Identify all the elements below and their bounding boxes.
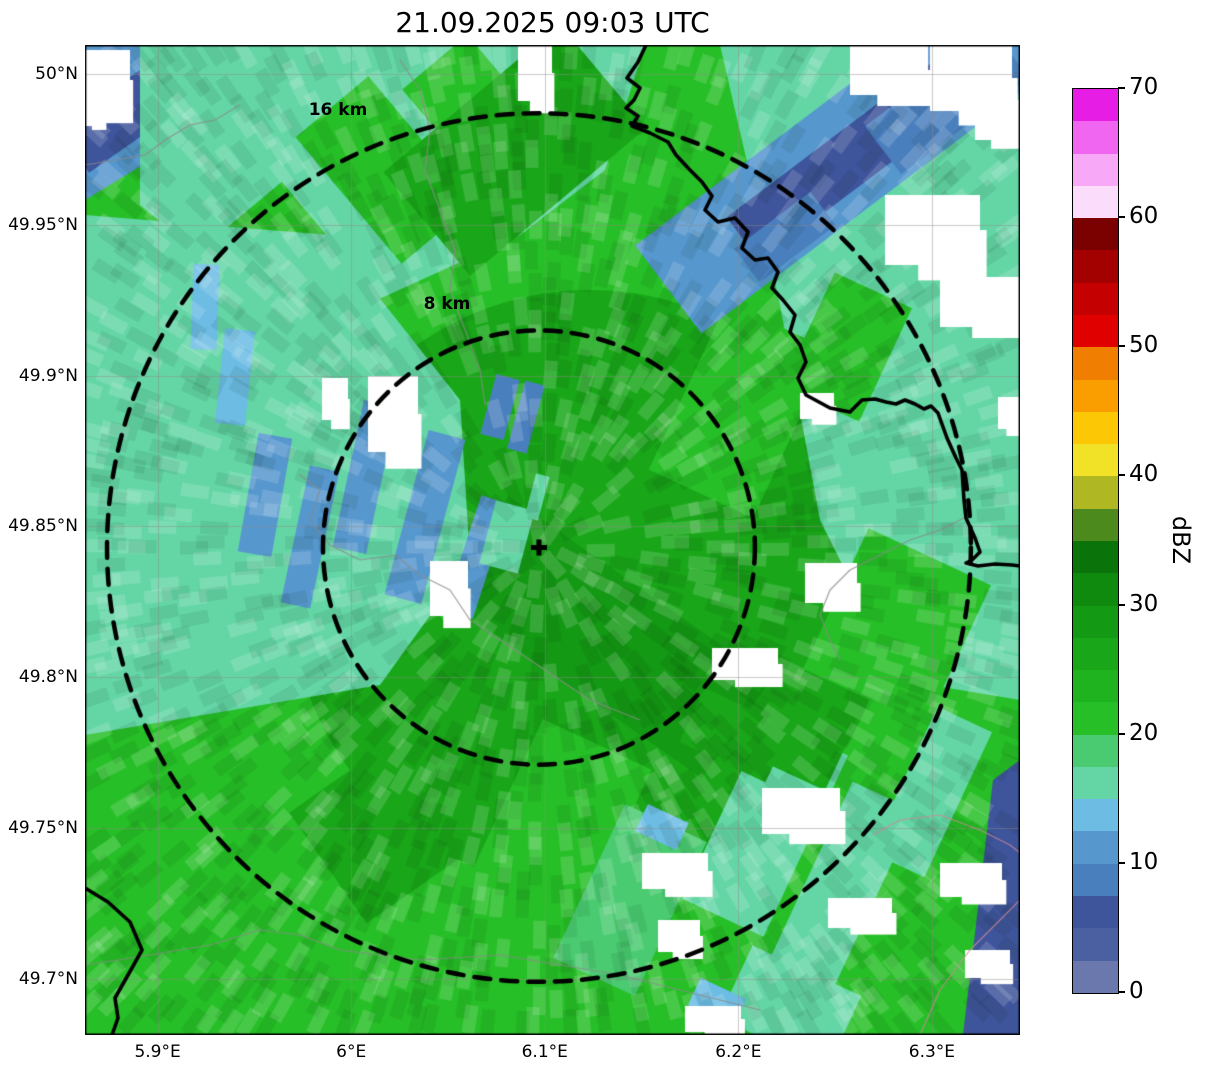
colorbar-segment-0-2.5dBZ bbox=[1073, 960, 1118, 993]
colorbar bbox=[1072, 88, 1119, 994]
colorbar-tick-label-20: 20 bbox=[1129, 719, 1159, 746]
colorbar-segment-7.5-10dBZ bbox=[1073, 863, 1118, 897]
colorbar-segment-27.5-30dBZ bbox=[1073, 605, 1118, 638]
x-axis-tick-label-1: 6°E bbox=[336, 1042, 367, 1062]
colorbar-segment-22.5-25dBZ bbox=[1073, 670, 1118, 703]
y-axis-tick-label-4: 49.8°N bbox=[18, 667, 78, 688]
colorbar-segment-2.5-5dBZ bbox=[1073, 928, 1118, 961]
colorbar-tick-20 bbox=[1118, 732, 1125, 735]
y-axis-tick-label-0: 50°N bbox=[35, 63, 78, 84]
colorbar-segment-67.5-70dBZ bbox=[1073, 89, 1118, 122]
range-ring-label-16km: 16 km bbox=[308, 100, 368, 120]
colorbar-segment-30-32.5dBZ bbox=[1073, 573, 1118, 606]
y-axis-tick-label-1: 49.95°N bbox=[8, 214, 78, 235]
y-axis-tick-label-2: 49.9°N bbox=[18, 365, 78, 386]
colorbar-tick-70 bbox=[1118, 87, 1125, 89]
x-axis-tick-label-2: 6.1°E bbox=[521, 1042, 568, 1062]
colorbar-tick-10 bbox=[1118, 861, 1125, 864]
colorbar-tick-60 bbox=[1118, 216, 1125, 219]
colorbar-segment-42.5-45dBZ bbox=[1073, 411, 1118, 445]
radar-map-canvas bbox=[85, 45, 1020, 1035]
x-axis-tick-label-0: 5.9°E bbox=[134, 1042, 181, 1062]
colorbar-tick-label-60: 60 bbox=[1129, 203, 1159, 230]
colorbar-segment-45-47.5dBZ bbox=[1073, 379, 1118, 412]
colorbar-tick-label-50: 50 bbox=[1129, 332, 1159, 359]
colorbar-segment-5-7.5dBZ bbox=[1073, 896, 1118, 929]
colorbar-segment-15-17.5dBZ bbox=[1073, 766, 1118, 800]
colorbar-tick-label-40: 40 bbox=[1129, 461, 1159, 488]
colorbar-segment-65-67.5dBZ bbox=[1073, 121, 1118, 154]
colorbar-segment-62.5-65dBZ bbox=[1073, 153, 1118, 186]
colorbar-tick-label-0: 0 bbox=[1129, 978, 1144, 1004]
colorbar-segment-20-22.5dBZ bbox=[1073, 702, 1118, 735]
colorbar-segment-55-57.5dBZ bbox=[1073, 250, 1118, 283]
colorbar-segment-32.5-35dBZ bbox=[1073, 540, 1118, 574]
y-axis-tick-label-6: 49.7°N bbox=[18, 969, 78, 990]
x-axis-tick-label-4: 6.3°E bbox=[908, 1042, 956, 1062]
colorbar-tick-50 bbox=[1118, 345, 1125, 348]
x-axis-tick-label-3: 6.2°E bbox=[715, 1042, 762, 1062]
colorbar-tick-40 bbox=[1118, 474, 1125, 477]
colorbar-segment-50-52.5dBZ bbox=[1073, 314, 1118, 348]
y-axis-tick-label-5: 49.75°N bbox=[8, 818, 78, 839]
colorbar-segment-12.5-15dBZ bbox=[1073, 799, 1118, 832]
colorbar-segment-60-62.5dBZ bbox=[1073, 185, 1118, 219]
colorbar-segment-40-42.5dBZ bbox=[1073, 444, 1118, 477]
colorbar-segment-57.5-60dBZ bbox=[1073, 218, 1118, 251]
colorbar-segment-35-37.5dBZ bbox=[1073, 508, 1118, 541]
colorbar-segment-10-12.5dBZ bbox=[1073, 831, 1118, 864]
colorbar-tick-30 bbox=[1118, 603, 1125, 606]
plot-title: 21.09.2025 09:03 UTC bbox=[395, 6, 710, 39]
colorbar-tick-label-70: 70 bbox=[1129, 74, 1159, 100]
colorbar-axis-label: dBZ bbox=[1167, 515, 1195, 565]
colorbar-tick-0 bbox=[1118, 991, 1125, 993]
colorbar-tick-label-10: 10 bbox=[1129, 848, 1159, 875]
colorbar-tick-label-30: 30 bbox=[1129, 590, 1159, 617]
range-ring-label-8km: 8 km bbox=[423, 294, 471, 314]
y-axis-tick-label-3: 49.85°N bbox=[8, 516, 78, 537]
colorbar-segment-52.5-55dBZ bbox=[1073, 282, 1118, 315]
colorbar-segment-47.5-50dBZ bbox=[1073, 347, 1118, 380]
colorbar-segment-17.5-20dBZ bbox=[1073, 734, 1118, 767]
colorbar-segment-25-27.5dBZ bbox=[1073, 637, 1118, 671]
colorbar-segment-37.5-40dBZ bbox=[1073, 476, 1118, 509]
